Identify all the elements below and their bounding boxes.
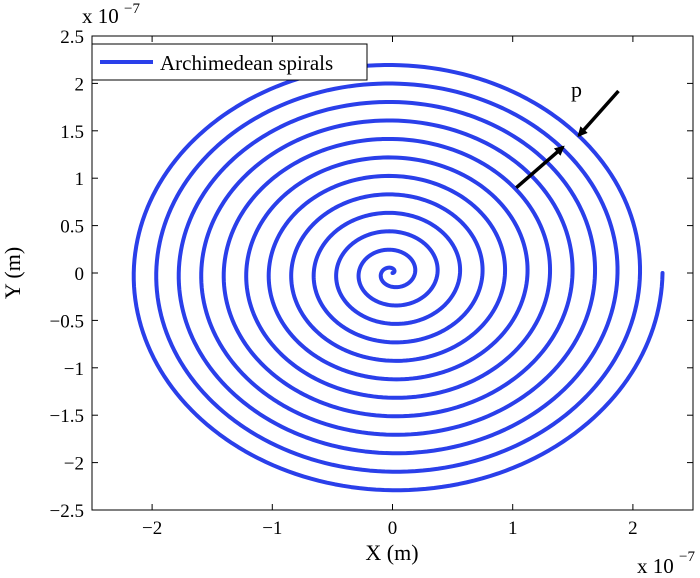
- x-multiplier: x 10 −7: [637, 549, 695, 578]
- spiral-series-line: [131, 63, 665, 493]
- axis-tick-labels: −2 −1 0 1 2 2.5 2 1.5 1 0.5 0 −0.5 −1 −1.5 −2 −2.5: [50, 27, 638, 539]
- x-tick-label: −1: [262, 518, 282, 539]
- y-tick-label: 2.5: [60, 27, 84, 48]
- svg-text:−7: −7: [679, 549, 695, 565]
- svg-text:x 10: x 10: [82, 4, 119, 28]
- svg-text:−7: −7: [124, 1, 140, 17]
- legend-label: Archimedean spirals: [160, 51, 333, 75]
- pitch-annotation-label: p: [571, 77, 582, 102]
- y-tick-label: 1.5: [60, 122, 84, 143]
- y-tick-label: −1.5: [50, 406, 84, 427]
- y-tick-label: −1: [64, 359, 84, 380]
- x-axis-label: X (m): [365, 540, 418, 565]
- annotation-arrows: [515, 89, 620, 190]
- svg-text:x 10: x 10: [637, 554, 674, 578]
- x-tick-label: −2: [142, 518, 162, 539]
- y-tick-label: 2: [75, 74, 85, 95]
- x-tick-label: 1: [508, 518, 518, 539]
- y-tick-label: −0.5: [50, 311, 84, 332]
- y-axis-label: Y (m): [0, 247, 25, 299]
- x-tick-label: 2: [628, 518, 638, 539]
- y-tick-label: −2.5: [50, 501, 84, 522]
- y-multiplier: x 10 −7: [82, 1, 140, 28]
- pitch-arrow: [577, 89, 620, 138]
- axis-ticks: [92, 35, 693, 511]
- y-tick-label: 0.5: [60, 217, 84, 238]
- y-tick-label: −2: [64, 454, 84, 475]
- y-tick-label: 0: [75, 264, 85, 285]
- legend: Archimedean spirals: [91, 43, 368, 81]
- y-tick-label: 1: [75, 169, 85, 190]
- x-tick-label: 0: [388, 518, 398, 539]
- pitch-arrow: [515, 145, 565, 190]
